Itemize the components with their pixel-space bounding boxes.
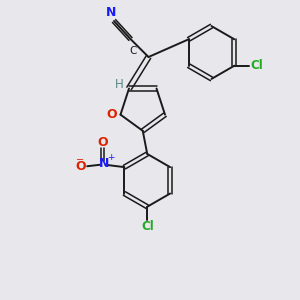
Text: N: N — [99, 157, 110, 170]
Text: Cl: Cl — [141, 220, 154, 233]
Text: O: O — [98, 136, 108, 149]
Text: H: H — [115, 78, 124, 92]
Text: −: − — [76, 154, 84, 165]
Text: N: N — [106, 7, 116, 20]
Text: +: + — [107, 153, 115, 162]
Text: C: C — [129, 46, 137, 56]
Text: O: O — [107, 108, 117, 121]
Text: O: O — [75, 160, 86, 173]
Text: Cl: Cl — [251, 58, 264, 72]
